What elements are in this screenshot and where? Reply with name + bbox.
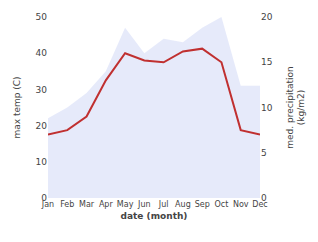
svg-text:15: 15 <box>261 57 272 67</box>
svg-text:0: 0 <box>261 193 267 203</box>
svg-text:Jul: Jul <box>158 200 169 209</box>
svg-text:Nov: Nov <box>233 200 249 209</box>
svg-text:date (month): date (month) <box>121 211 188 221</box>
svg-text:Dec: Dec <box>252 200 267 209</box>
svg-text:0: 0 <box>41 193 47 203</box>
svg-text:Feb: Feb <box>60 200 74 209</box>
svg-text:5: 5 <box>261 148 267 158</box>
svg-text:20: 20 <box>261 12 273 22</box>
svg-text:May: May <box>117 200 134 209</box>
svg-text:max temp (C): max temp (C) <box>12 76 22 138</box>
svg-text:Oct: Oct <box>215 200 229 209</box>
svg-text:20: 20 <box>36 121 48 131</box>
svg-text:Jan: Jan <box>41 200 54 209</box>
svg-text:30: 30 <box>36 85 48 95</box>
svg-text:10: 10 <box>36 157 48 167</box>
svg-text:10: 10 <box>261 103 273 113</box>
svg-text:50: 50 <box>36 12 48 22</box>
svg-text:40: 40 <box>36 48 48 58</box>
svg-text:Mar: Mar <box>79 200 95 209</box>
svg-text:med. precipitation(kg/m2): med. precipitation(kg/m2) <box>285 66 307 148</box>
svg-text:Apr: Apr <box>99 200 114 209</box>
svg-text:Sep: Sep <box>195 200 210 209</box>
svg-text:Aug: Aug <box>175 200 191 209</box>
svg-text:Jun: Jun <box>137 200 151 209</box>
